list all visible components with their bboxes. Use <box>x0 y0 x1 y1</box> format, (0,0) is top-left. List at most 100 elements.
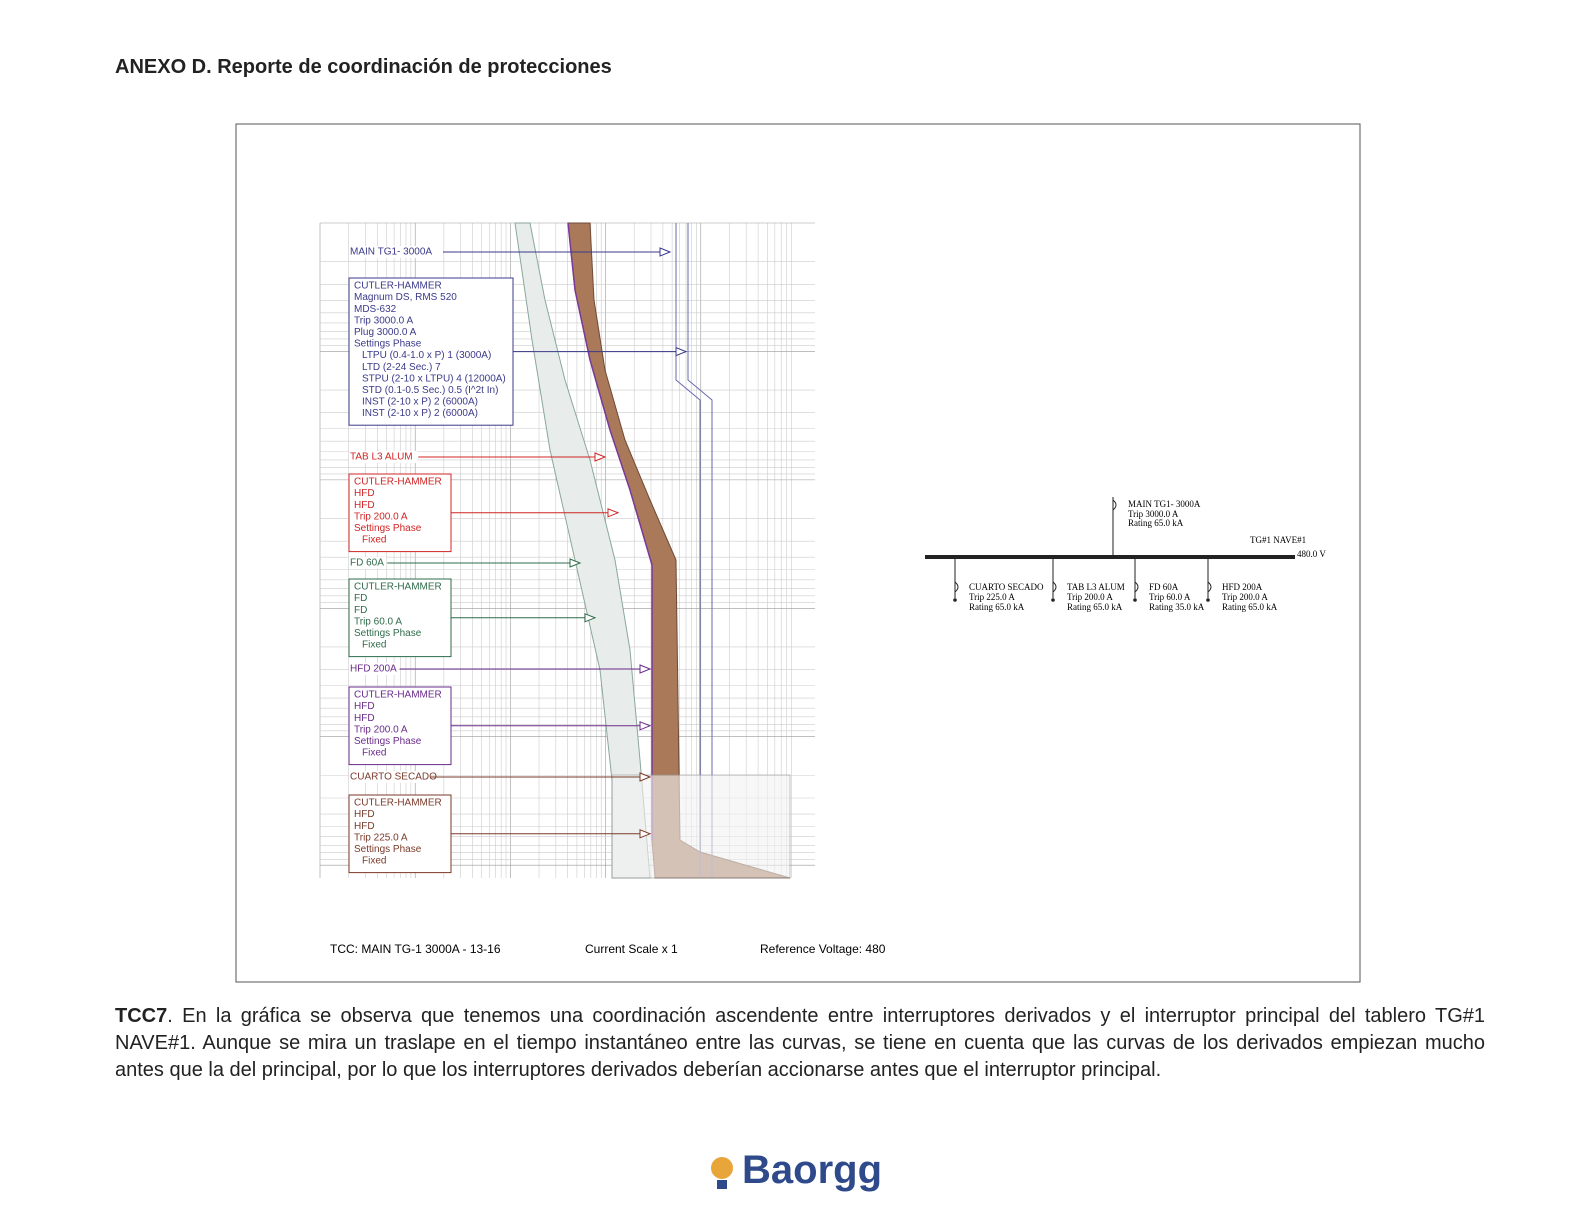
setting-line: HFD <box>354 500 375 511</box>
setting-line: Trip 225.0 A <box>354 832 408 843</box>
feeder-rating: Rating 65.0 kA <box>1067 602 1123 612</box>
arrowhead <box>659 247 672 257</box>
feeder-name: HFD 200A <box>1222 582 1263 592</box>
setting-line: CUTLER-HAMMER <box>354 582 442 593</box>
label-bg <box>349 557 387 569</box>
footer-voltage: Reference Voltage: 480 <box>760 942 886 956</box>
arrowhead <box>675 346 688 357</box>
setting-line: Plug 3000.0 A <box>354 327 417 338</box>
hfd-curve <box>567 222 653 840</box>
caption: TCC7. En la gráfica se observa que tenem… <box>115 1003 1485 1084</box>
feeder-trip: Trip 200.0 A <box>1222 592 1268 602</box>
setting-line: Fixed <box>362 748 386 759</box>
setting-line: FD <box>354 605 367 616</box>
setting-line: Trip 200.0 A <box>354 511 408 522</box>
feeder-end <box>1051 598 1055 602</box>
feeder-name: FD 60A <box>1149 582 1179 592</box>
device-label: HFD 200A <box>350 664 397 675</box>
main-curve <box>687 223 713 878</box>
bus-name: TG#1 NAVE#1 <box>1250 535 1306 545</box>
breaker-symbol <box>1207 581 1212 593</box>
breaker-symbol <box>954 581 959 593</box>
setting-line: STPU (2-10 x LTPU) 4 (12000A) <box>362 373 506 384</box>
main-curve <box>675 223 701 878</box>
setting-line: Fixed <box>362 535 386 546</box>
feeder-trip: Trip 200.0 A <box>1067 592 1113 602</box>
caption-lead: TCC7 <box>115 1005 168 1027</box>
logo-icon <box>711 1157 733 1189</box>
region <box>611 774 791 879</box>
setting-line: Settings Phase <box>354 628 422 639</box>
feeder-end <box>953 598 957 602</box>
setting-line: INST (2-10 x P) 2 (6000A) <box>362 408 478 419</box>
logo-text: Baorgg <box>742 1148 882 1192</box>
main-rating: Rating 65.0 kA <box>1128 518 1184 528</box>
feeder-rating: Rating 65.0 kA <box>1222 602 1278 612</box>
logo: Baorgg <box>742 1148 882 1193</box>
setting-line: STD (0.1-0.5 Sec.) 0.5 (I^2t In) <box>362 385 498 396</box>
setting-line: LTPU (0.4-1.0 x P) 1 (3000A) <box>362 350 491 361</box>
settings-box <box>348 277 514 426</box>
setting-line: Fixed <box>362 856 386 867</box>
device-label: FD 60A <box>350 558 384 569</box>
setting-line: CUTLER-HAMMER <box>354 477 442 488</box>
arrowhead <box>639 829 652 839</box>
footer-tcc: TCC: MAIN TG-1 3000A - 13-16 <box>330 942 501 956</box>
setting-line: MDS-632 <box>354 304 397 315</box>
label-bg <box>349 771 430 783</box>
arrowhead <box>607 508 620 518</box>
device-label: MAIN TG1- 3000A <box>350 247 432 258</box>
setting-line: HFD <box>354 701 375 712</box>
feeder-end <box>1133 598 1137 602</box>
arrowhead <box>639 721 652 731</box>
setting-line: HFD <box>354 809 375 820</box>
settings-box <box>348 473 452 553</box>
setting-line: Settings Phase <box>354 736 422 747</box>
breaker-symbol <box>1134 581 1139 593</box>
setting-line: Trip 200.0 A <box>354 724 408 735</box>
setting-line: LTD (2-24 Sec.) 7 <box>362 362 441 373</box>
feeder-rating: Rating 65.0 kA <box>969 602 1025 612</box>
feeder-name: CUARTO SECADO <box>969 582 1044 592</box>
feeder-trip: Trip 225.0 A <box>969 592 1015 602</box>
settings-box <box>348 794 452 874</box>
feeder-name: TAB L3 ALUM <box>1067 582 1125 592</box>
setting-line: Fixed <box>362 640 386 651</box>
setting-line: HFD <box>354 488 375 499</box>
main-trip: Trip 3000.0 A <box>1128 509 1179 519</box>
arrowhead <box>584 613 597 623</box>
setting-line: INST (2-10 x P) 2 (6000A) <box>362 397 478 408</box>
setting-line: Trip 3000.0 A <box>354 315 413 326</box>
breaker-symbol <box>1052 581 1057 593</box>
setting-line: CUTLER-HAMMER <box>354 798 442 809</box>
setting-line: CUTLER-HAMMER <box>354 281 442 292</box>
setting-line: Trip 60.0 A <box>354 616 402 627</box>
setting-line: Magnum DS, RMS 520 <box>354 292 457 303</box>
arrowhead <box>639 664 652 674</box>
feeder-rating: Rating 35.0 kA <box>1149 602 1205 612</box>
figure-frame <box>235 123 1361 983</box>
setting-line: HFD <box>354 713 375 724</box>
breaker-symbol <box>1112 499 1117 511</box>
footer-scale: Current Scale x 1 <box>585 942 678 956</box>
caption-text: . En la gráfica se observa que tenemos u… <box>115 1005 1485 1081</box>
label-bg <box>349 246 442 258</box>
setting-line: HFD <box>354 821 375 832</box>
arrowhead <box>639 772 652 782</box>
arrowhead <box>594 452 607 462</box>
main-name: MAIN TG1- 3000A <box>1128 499 1201 509</box>
label-bg <box>349 451 418 463</box>
setting-line: Settings Phase <box>354 844 422 855</box>
bus-voltage: 480.0 V <box>1297 549 1326 559</box>
setting-line: FD <box>354 593 367 604</box>
page-title: ANEXO D. Reporte de coordinación de prot… <box>115 56 612 78</box>
feeder-trip: Trip 60.0 A <box>1149 592 1191 602</box>
setting-line: Settings Phase <box>354 339 422 350</box>
setting-line: CUTLER-HAMMER <box>354 690 442 701</box>
label-bg <box>349 663 399 675</box>
device-label: CUARTO SECADO <box>350 772 437 783</box>
feeder-end <box>1206 598 1210 602</box>
